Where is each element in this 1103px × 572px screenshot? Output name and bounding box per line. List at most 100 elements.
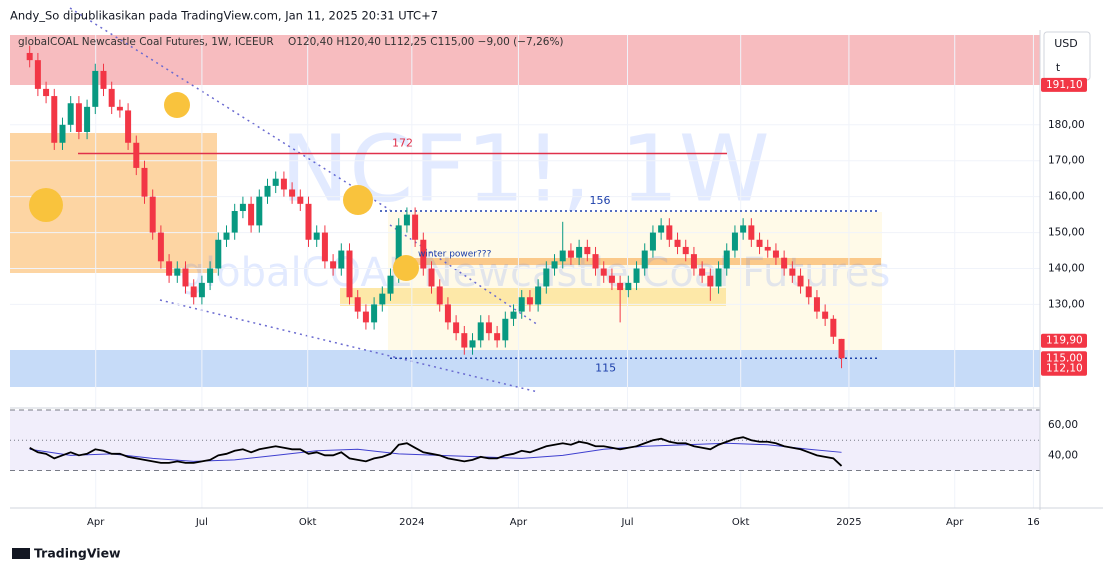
ohlc: O120,40 H120,40 L112,25 C115,00 −9,00 (−…	[288, 36, 564, 48]
candle-body	[166, 261, 173, 276]
price-badge-label: 115,00	[1046, 352, 1083, 364]
rsi-band	[10, 410, 1040, 471]
candle-body	[723, 250, 730, 269]
candle-body	[690, 254, 697, 269]
candle-body	[772, 250, 779, 258]
candle-body	[805, 286, 812, 298]
candle-body	[707, 275, 714, 287]
candle-body	[658, 225, 665, 233]
candle-body	[600, 268, 607, 276]
candle-body	[108, 88, 115, 107]
candle-body	[428, 268, 435, 287]
candle-body	[576, 246, 583, 258]
candle-body	[321, 232, 328, 262]
x-tick-label: Jul	[620, 517, 633, 528]
candle-body	[330, 261, 337, 269]
x-tick-label: Apr	[87, 517, 105, 528]
candle-body	[535, 286, 542, 305]
candle-body	[444, 304, 451, 323]
candle-body	[453, 322, 460, 334]
annotation: winter power???	[418, 250, 492, 260]
candle-body	[494, 333, 501, 341]
candle-body	[420, 239, 427, 269]
candle-body	[215, 239, 222, 269]
zones	[10, 7, 1040, 393]
candle-body	[354, 297, 361, 312]
price-badge-label: 112,10	[1046, 363, 1083, 375]
price-badge	[1041, 333, 1087, 348]
x-tick-label: Okt	[299, 517, 317, 528]
candle-body	[43, 88, 50, 97]
price-badge	[1041, 361, 1087, 376]
candle-body	[608, 275, 615, 283]
level-label: 156	[590, 194, 611, 207]
candle-body	[116, 106, 123, 111]
candle-body	[75, 103, 82, 132]
x-tick-label: 16	[1027, 517, 1040, 528]
candle-body	[92, 70, 99, 107]
candle-body	[551, 261, 558, 269]
candle-body	[699, 268, 706, 276]
candle-body	[34, 60, 41, 89]
candle-body	[133, 142, 140, 168]
candle-body	[280, 178, 287, 190]
rsi-tick-label: 40,00	[1048, 449, 1078, 461]
candle-body	[313, 232, 320, 240]
candle-body	[338, 250, 345, 269]
x-tick-label: Okt	[732, 517, 750, 528]
candle-body	[387, 275, 394, 294]
y-tick-label: 180,00	[1048, 119, 1085, 131]
price-badge-label: 191,10	[1046, 79, 1083, 91]
price-badge-label: 119,90	[1046, 335, 1083, 347]
candle-body	[297, 196, 304, 204]
candle-body	[412, 214, 419, 240]
emoji	[29, 188, 63, 222]
y-tick-label: 130,00	[1048, 298, 1085, 310]
candle-body	[26, 52, 33, 61]
candle-body	[584, 246, 591, 255]
level-label: 172	[392, 137, 413, 150]
currency: USD	[1054, 37, 1078, 50]
candle-body	[59, 124, 66, 143]
y-tick-label: 160,00	[1048, 191, 1085, 203]
candle-body	[485, 322, 492, 334]
attribution: Andy_So dipublikasikan pada TradingView.…	[10, 9, 438, 23]
candle-body	[461, 333, 468, 348]
level-label: 115	[595, 361, 616, 374]
candle-body	[781, 257, 788, 269]
emoji	[393, 255, 419, 281]
candle-body	[756, 239, 763, 247]
candle-body	[567, 250, 574, 258]
symbol: globalCOAL Newcastle Coal Futures, 1W, I…	[18, 36, 274, 48]
candle-body	[248, 203, 255, 226]
candle-body	[526, 297, 533, 305]
rsi-line	[29, 436, 843, 467]
candle-body	[305, 203, 312, 240]
candle-body	[731, 232, 738, 251]
candle-body	[715, 268, 722, 287]
resistance-zone	[10, 35, 1040, 85]
emoji	[164, 92, 190, 118]
candle-body	[182, 268, 189, 287]
support-zone-blue	[10, 350, 1040, 387]
candle-body	[231, 211, 238, 233]
candle-body	[149, 196, 156, 233]
candle-body	[207, 268, 214, 283]
candle-body	[682, 246, 689, 255]
candle-body	[559, 250, 566, 262]
candle-body	[264, 185, 271, 197]
candle-body	[740, 225, 747, 233]
candle-body	[625, 282, 632, 291]
candle-body	[436, 286, 443, 305]
emoji	[343, 185, 373, 215]
pivot-band	[395, 258, 881, 265]
unit: t	[1056, 61, 1061, 74]
candle-body	[822, 311, 829, 319]
candle-body	[518, 297, 525, 312]
y-tick-label: 170,00	[1048, 155, 1085, 167]
trend-line	[159, 299, 539, 393]
candle-body	[174, 268, 181, 276]
candle-body	[617, 282, 624, 291]
candle-body	[830, 318, 837, 337]
